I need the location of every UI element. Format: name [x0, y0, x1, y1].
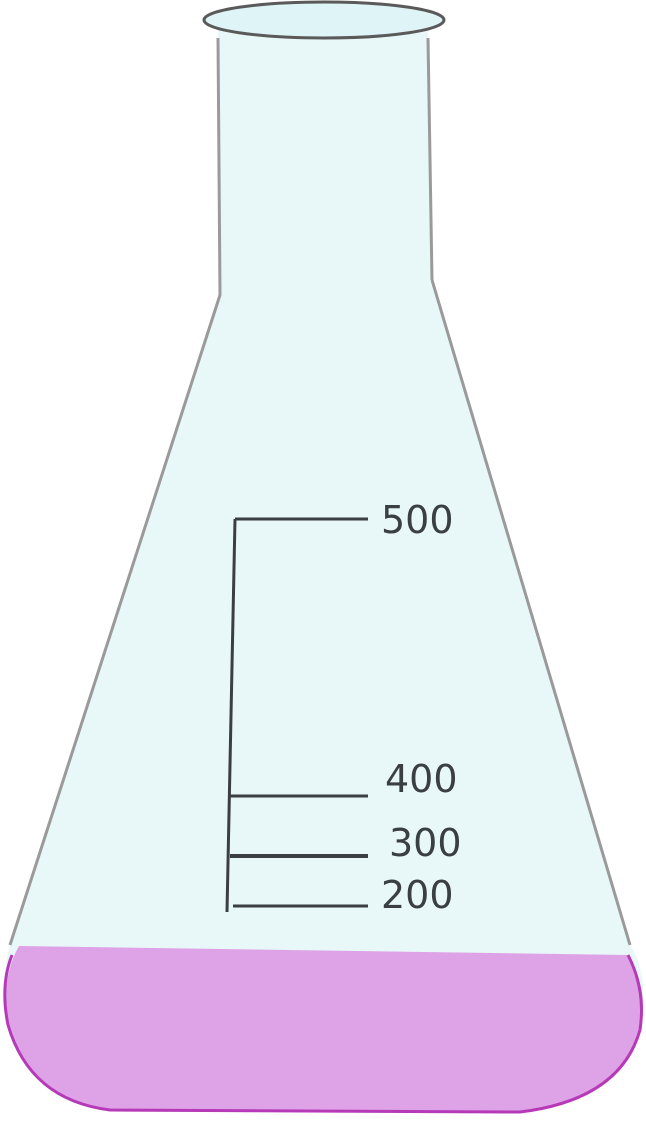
graduation-label-300: 300 [389, 821, 462, 865]
flask-rim [202, 0, 446, 40]
flask-liquid-outline [3, 954, 643, 1114]
scale-vertical-line [225, 518, 237, 913]
graduation-label-500: 500 [381, 498, 454, 542]
graduation-scale: 500 400 300 200 [225, 498, 462, 917]
graduation-label-200: 200 [381, 873, 454, 917]
flask-liquid [5, 946, 644, 1112]
flask-glass-body [4, 30, 644, 1112]
graduation-label-400: 400 [385, 757, 458, 801]
flask-glass-outline [8, 37, 632, 946]
